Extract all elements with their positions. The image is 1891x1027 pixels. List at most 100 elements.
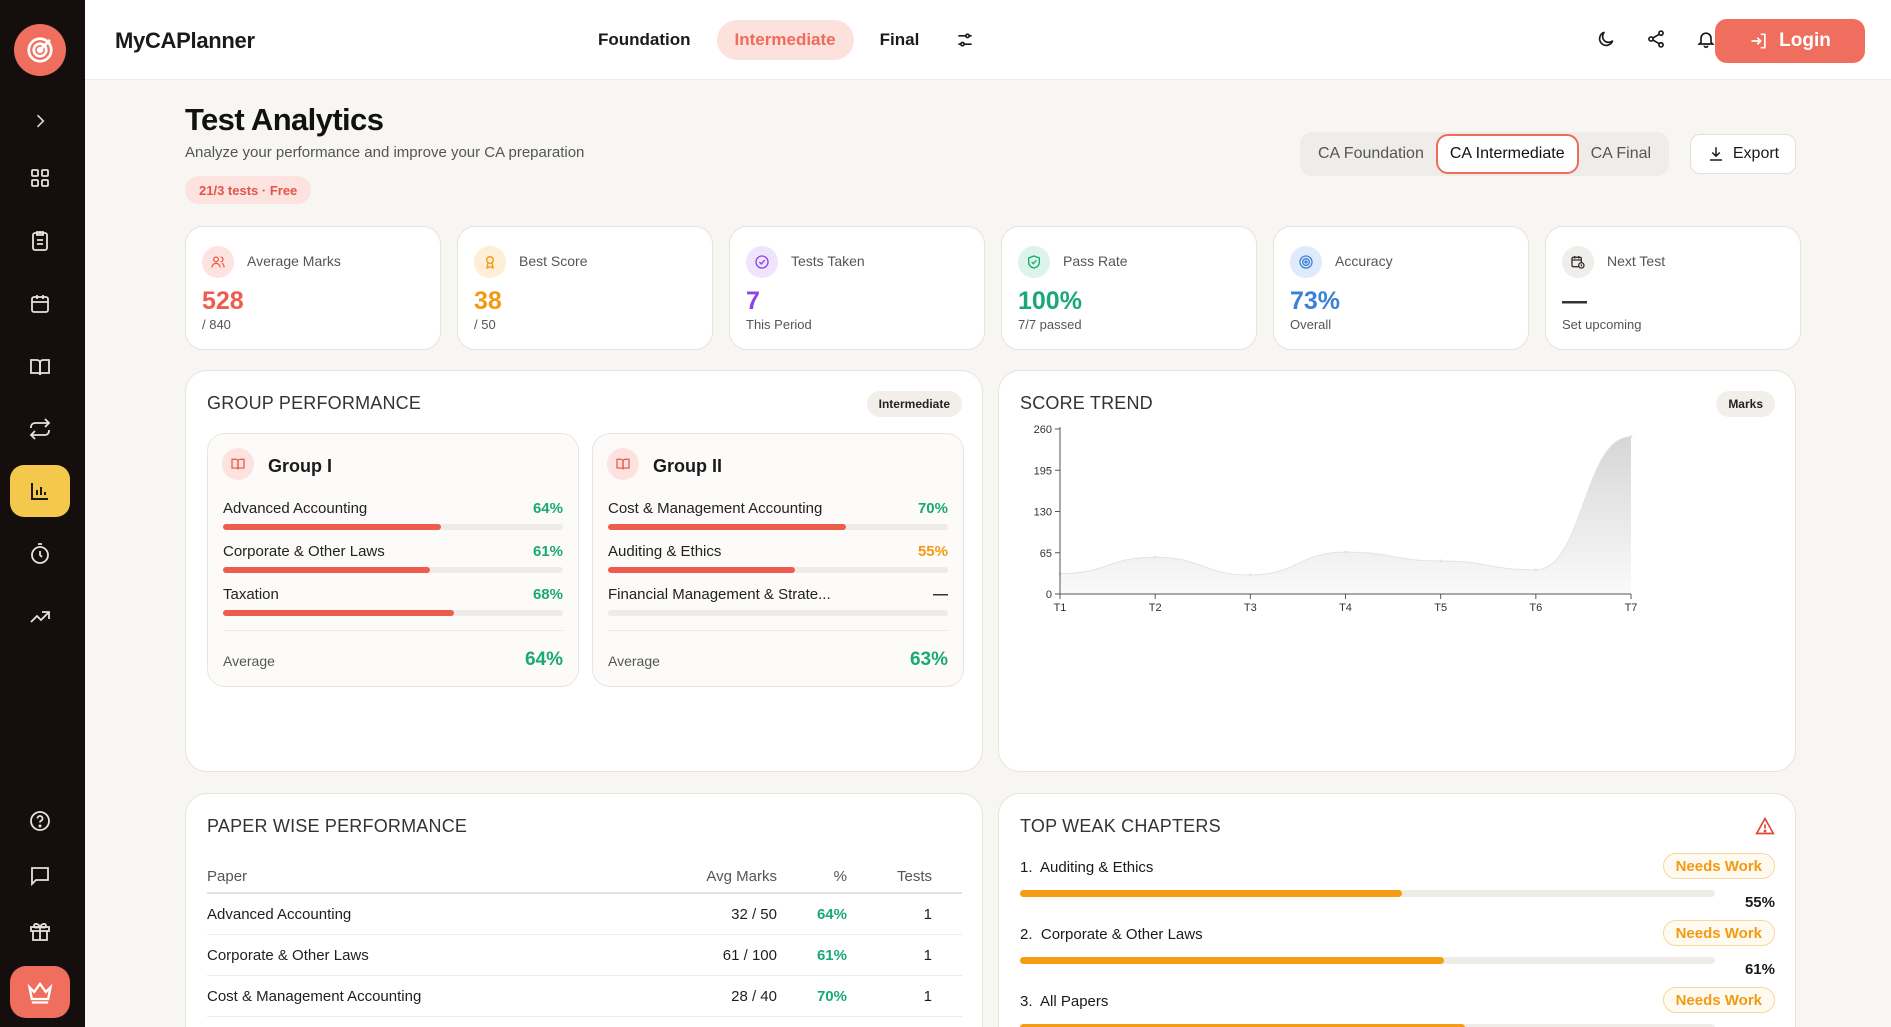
group-title: Group II [653,456,722,476]
subject-progress-track [608,610,948,616]
stat-value: 38 [474,287,502,315]
paper-name: Corporate & Other Laws [207,946,369,964]
weak-chapter-item[interactable]: 1. Auditing & Ethics Needs Work 55% [1020,853,1775,911]
theme-moon-icon[interactable] [1591,24,1621,54]
x-tick-label: T4 [1339,602,1352,614]
trending-up-icon[interactable] [17,594,63,640]
data-point-T3 [1248,573,1252,577]
plan-badge: 21/3 tests · Free [185,176,312,204]
sidebar [0,0,85,1027]
brand-name[interactable]: MyCAPlanner [115,28,255,53]
table-row[interactable]: Cost & Management Accounting 28 / 40 70%… [207,976,962,1017]
timer-icon[interactable] [17,531,63,577]
stat-value: 73% [1290,287,1341,315]
book-icon[interactable] [17,344,63,390]
score-trend-panel: SCORE TREND Marks 0 65 130 195 260 T1 T2 T3 T4 T5… [998,370,1796,772]
share-icon[interactable] [1641,24,1671,54]
divider [608,630,948,631]
weak-chapter-item[interactable]: 2. Corporate & Other Laws Needs Work 61% [1020,920,1775,978]
repeat-icon[interactable] [17,406,63,452]
tab-ca-foundation[interactable]: CA Foundation [1318,145,1424,162]
subject-progress-track [223,524,563,530]
chapter-progress-fill [1020,957,1444,964]
subject-name: Financial Management & Strate... [608,586,831,603]
divider [223,630,563,631]
chapter-name: Auditing & Ethics [1040,859,1154,876]
subject-name: Cost & Management Accounting [608,500,823,517]
level-pill: Intermediate [866,391,962,417]
subject-progress-fill [223,524,441,530]
subject-name: Auditing & Ethics [608,543,722,560]
tab-ca-final[interactable]: CA Final [1590,145,1652,162]
tests-count: 1 [923,905,932,923]
subject-progress-track [608,524,948,530]
group-performance-panel: GROUP PERFORMANCE Intermediate Group I A… [185,370,983,772]
table-row[interactable]: Advanced Accounting 32 / 50 64% 1 [207,894,962,935]
dashboard-grid-icon[interactable] [17,155,63,201]
subject-percent: 55% [917,543,948,560]
group-title: Group I [268,456,332,476]
stat-card-accuracy: Accuracy 73% Overall [1273,226,1529,350]
chapter-progress-track [1020,957,1715,964]
chapter-rank: 2. [1020,926,1033,943]
needs-work-badge: Needs Work [1662,987,1775,1013]
subject-progress-fill [223,610,455,616]
column-header-tests[interactable]: Tests [896,867,932,885]
level-tab-final[interactable]: Final [879,30,920,49]
crown-icon[interactable] [10,966,70,1018]
expand-chevron-icon[interactable] [17,98,63,144]
stat-label: Next Test [1607,253,1666,269]
clipboard-icon[interactable] [17,218,63,264]
stat-card-average-marks: Average Marks 528 / 840 [185,226,441,350]
y-tick-label: 260 [1034,424,1052,436]
score-trend-chart: 0 65 130 195 260 T1 T2 T3 T4 T5 T6 T7 [1034,424,1638,614]
check-circle-icon [746,246,778,278]
stat-subtext: Set upcoming [1562,317,1642,332]
filter-sliders-icon[interactable] [945,20,985,60]
paper-name: Cost & Management Accounting [207,987,422,1005]
analytics-chart-icon[interactable] [10,465,70,517]
download-icon [1709,147,1722,161]
column-header-avg-marks[interactable]: Avg Marks [706,867,777,885]
data-point-T2 [1153,555,1157,559]
weak-chapter-item[interactable]: 3. All Papers Needs Work [1020,987,1775,1027]
tab-ca-intermediate[interactable]: CA Intermediate [1435,134,1579,174]
subject-row: Financial Management & Strate... — [608,586,948,616]
tests-count: 1 [923,946,932,964]
app-logo-target-icon[interactable] [14,24,66,76]
exam-tabs: CA Foundation CA Intermediate CA Final [1300,132,1670,176]
users-icon [202,246,234,278]
level-tab-intermediate[interactable]: Intermediate [716,20,854,60]
bell-icon[interactable] [1691,24,1721,54]
panel-title: GROUP PERFORMANCE [207,393,422,413]
average-value: 64% [524,649,563,670]
chapter-progress-track [1020,890,1715,897]
subject-progress-fill [223,567,431,573]
x-tick-label: T3 [1244,602,1257,614]
level-tab-foundation[interactable]: Foundation [598,30,691,49]
stat-value: — [1562,287,1587,315]
y-tick-label: 65 [1040,548,1052,560]
message-icon[interactable] [17,853,63,899]
calendar-icon[interactable] [17,281,63,327]
login-button[interactable]: Login [1715,19,1865,63]
level-switcher: Foundation Intermediate Final [580,20,985,60]
export-button[interactable]: Export [1690,134,1796,174]
subject-row: Corporate & Other Laws 61% [223,543,563,573]
chapter-percent: 61% [1744,961,1775,978]
paper-name: Advanced Accounting [207,905,352,923]
book-open-icon [607,448,639,480]
column-header-percent[interactable]: % [833,867,847,885]
chapter-rank: 3. [1020,993,1033,1010]
chapter-name: Corporate & Other Laws [1040,926,1203,943]
table-row[interactable]: Corporate & Other Laws 61 / 100 61% 1 [207,935,962,976]
column-header-paper[interactable]: Paper [207,867,248,885]
subject-percent: 68% [532,586,563,603]
chapter-percent: 55% [1744,894,1775,911]
help-icon[interactable] [17,798,63,844]
stat-subtext: / 50 [474,317,496,332]
stat-card-tests-taken: Tests Taken 7 This Period [729,226,985,350]
needs-work-badge: Needs Work [1662,853,1775,879]
gift-icon[interactable] [17,908,63,954]
x-tick-label: T7 [1625,602,1638,614]
